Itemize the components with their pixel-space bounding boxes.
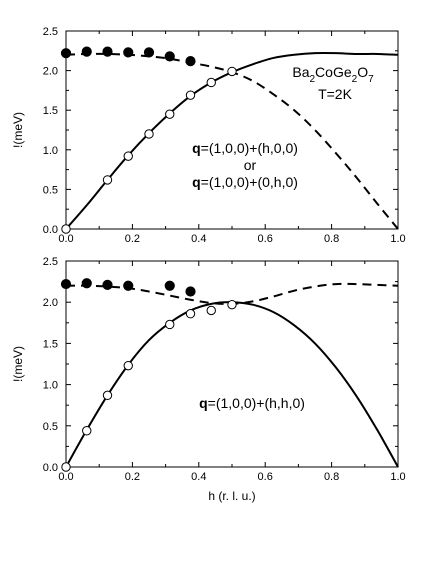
bottom-dispersion-panel: 0.0 0.2 0.4 0.6 0.8 1.0 0.0 0.5 1.0 1.5 2.0 2.5 !(m… bbox=[11, 256, 406, 503]
y-tick-label: 2.0 bbox=[43, 66, 58, 78]
y-tick-label: 1.0 bbox=[43, 145, 58, 157]
bottom-filled-data-point bbox=[123, 280, 134, 291]
or-label: or bbox=[244, 157, 257, 173]
x-axis-label: h (r. l. u.) bbox=[208, 489, 255, 503]
bottom-filled-data-point bbox=[164, 280, 175, 291]
y-tick-label: 2.5 bbox=[43, 26, 58, 38]
bottom-open-data-point bbox=[185, 309, 196, 319]
x-tick-label: 0.8 bbox=[324, 233, 339, 245]
bottom-open-data-point bbox=[227, 299, 237, 310]
top-filled-data-point bbox=[143, 47, 155, 58]
y-tick-label: 0.5 bbox=[43, 421, 58, 433]
y-tick-label: 0.0 bbox=[43, 462, 58, 474]
x-tick-label: 0.0 bbox=[58, 471, 73, 483]
x-tick-label: 0.4 bbox=[191, 233, 206, 245]
top-filled-data-point bbox=[81, 46, 92, 57]
top-filled-data-point bbox=[60, 48, 72, 59]
bottom-y-axis-label: !(meV) bbox=[11, 346, 25, 382]
y-tick-label: 0.0 bbox=[43, 224, 58, 236]
q-vector-label-0h0: q=(1,0,0)+(0,h,0) bbox=[192, 174, 298, 190]
top-open-data-point bbox=[165, 109, 175, 119]
top-series-layer bbox=[60, 46, 399, 234]
x-tick-label: 1.0 bbox=[390, 471, 405, 483]
top-open-data-point bbox=[206, 77, 216, 88]
top-tick-labels: 0.0 0.2 0.4 0.6 0.8 1.0 0.0 0.5 1.0 1.5 2.0 2.5 bbox=[43, 26, 406, 245]
top-filled-data-point bbox=[164, 51, 175, 62]
y-tick-label: 1.5 bbox=[43, 105, 58, 117]
top-filled-data-point bbox=[185, 55, 196, 67]
x-tick-label: 0.6 bbox=[258, 233, 273, 245]
temperature-label: T=2K bbox=[318, 86, 353, 102]
bottom-plot-frame bbox=[65, 260, 399, 468]
top-y-axis-label: !(meV) bbox=[11, 112, 25, 148]
top-axis-ticks bbox=[65, 30, 399, 230]
bottom-series-layer bbox=[60, 278, 399, 472]
q-vector-label-hh0: q=(1,0,0)+(h,h,0) bbox=[199, 395, 305, 411]
bottom-tick-labels: 0.0 0.2 0.4 0.6 0.8 1.0 0.0 0.5 1.0 1.5 2.0 2.5 bbox=[43, 256, 406, 483]
top-filled-data-point bbox=[102, 46, 113, 57]
top-open-data-point bbox=[227, 66, 237, 77]
top-open-data-point bbox=[61, 224, 71, 234]
bottom-filled-data-point bbox=[81, 278, 92, 289]
compound-label: Ba2CoGe2O7 bbox=[292, 64, 374, 85]
bottom-open-data-point bbox=[61, 462, 71, 472]
bottom-open-data-point bbox=[206, 305, 216, 316]
x-tick-label: 0.4 bbox=[191, 471, 206, 483]
x-tick-label: 0.2 bbox=[125, 471, 140, 483]
y-tick-label: 2.0 bbox=[43, 297, 58, 309]
x-tick-label: 0.0 bbox=[58, 233, 73, 245]
bottom-open-data-point bbox=[102, 390, 113, 401]
x-tick-label: 1.0 bbox=[390, 233, 405, 245]
bottom-filled-data-point bbox=[60, 278, 72, 290]
top-open-data-point bbox=[144, 129, 154, 139]
x-tick-label: 0.8 bbox=[324, 471, 339, 483]
y-tick-label: 2.5 bbox=[43, 256, 58, 268]
top-plot-frame bbox=[65, 30, 399, 230]
bottom-axis-ticks bbox=[65, 260, 399, 468]
top-open-data-point bbox=[123, 151, 133, 161]
x-tick-label: 0.2 bbox=[125, 233, 140, 245]
top-dispersion-panel: 0.0 0.2 0.4 0.6 0.8 1.0 0.0 0.5 1.0 1.5 2.0 2.5 !(m… bbox=[11, 26, 406, 245]
top-open-data-point bbox=[102, 175, 113, 185]
bottom-solid-line-curve bbox=[65, 301, 399, 468]
bottom-filled-data-point bbox=[185, 286, 196, 297]
top-open-data-point bbox=[185, 90, 196, 100]
bottom-open-data-point bbox=[82, 426, 92, 436]
top-filled-data-point bbox=[123, 47, 134, 58]
bottom-open-data-point bbox=[123, 360, 133, 371]
x-tick-label: 0.6 bbox=[258, 471, 273, 483]
y-tick-label: 1.5 bbox=[43, 338, 58, 350]
y-tick-label: 1.0 bbox=[43, 380, 58, 392]
bottom-open-data-point bbox=[165, 319, 175, 330]
y-tick-label: 0.5 bbox=[43, 184, 58, 196]
bottom-filled-data-point bbox=[102, 279, 113, 290]
q-vector-label-h00: q=(1,0,0)+(h,0,0) bbox=[192, 140, 298, 156]
